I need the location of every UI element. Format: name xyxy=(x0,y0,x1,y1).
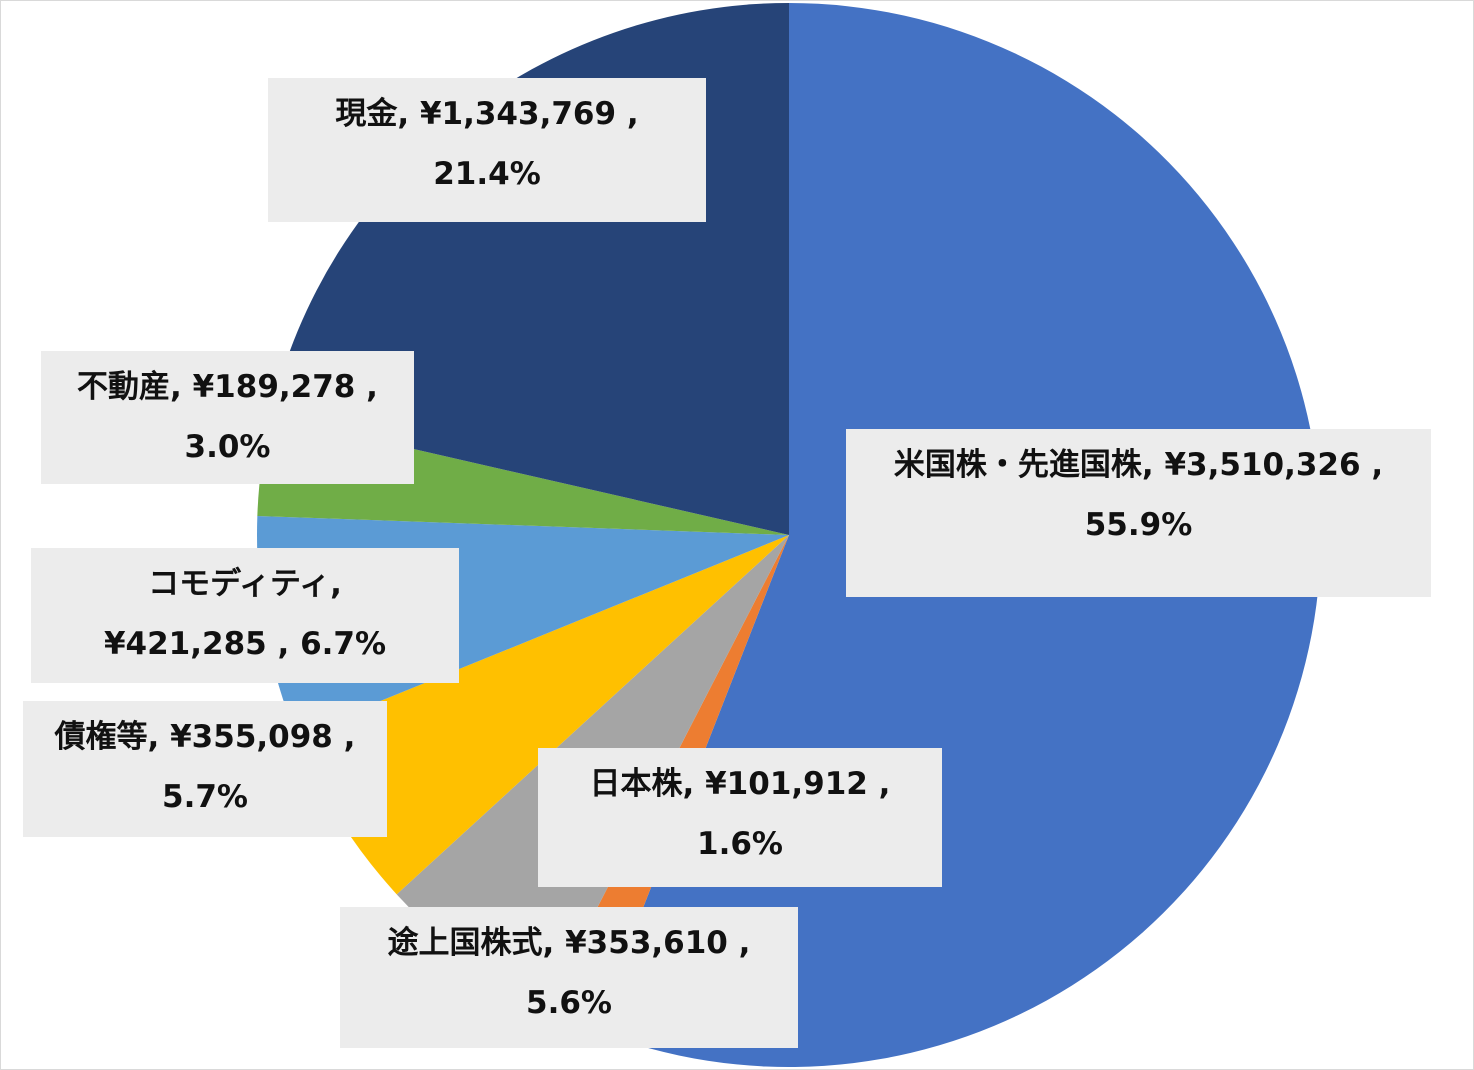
data-label-bonds: 債権等, ¥355,098 , 5.7% xyxy=(23,701,387,837)
data-label-emerging-stocks: 途上国株式, ¥353,610 , 5.6% xyxy=(340,907,798,1048)
data-label-cash: 現金, ¥1,343,769 , 21.4% xyxy=(268,78,706,222)
data-label-real-estate: 不動産, ¥189,278 , 3.0% xyxy=(41,351,414,484)
data-label-japan-stocks: 日本株, ¥101,912 , 1.6% xyxy=(538,748,942,887)
data-label-us-developed-stocks: 米国株・先進国株, ¥3,510,326 , 55.9% xyxy=(846,429,1431,597)
pie-slice-bonds xyxy=(296,535,789,895)
data-label-commodities: コモディティ, ¥421,285 , 6.7% xyxy=(31,548,459,683)
